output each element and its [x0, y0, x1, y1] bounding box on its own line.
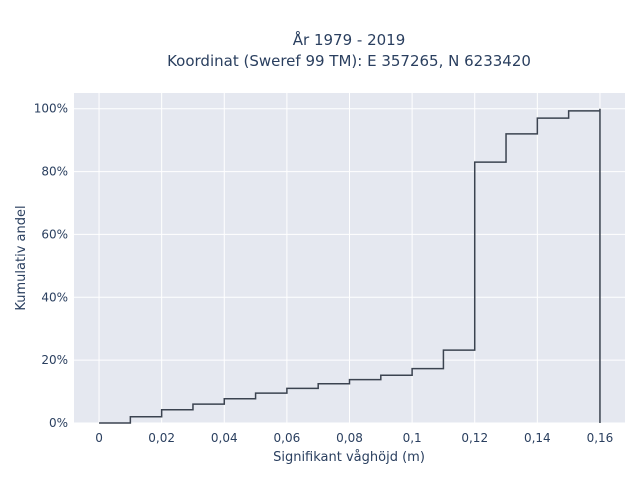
y-tick-label: 100%: [34, 102, 68, 116]
y-tick-label: 80%: [41, 165, 68, 179]
x-axis-label: Signifikant våghöjd (m): [273, 450, 425, 465]
x-tick-label: 0: [95, 431, 103, 445]
x-tick-label: 0,04: [211, 431, 238, 445]
y-axis-label: Kumulativ andel: [14, 205, 29, 310]
series-layer: [99, 108, 601, 424]
x-tick-label: 0,08: [336, 431, 363, 445]
chart-title-line2: Koordinat (Sweref 99 TM): E 357265, N 62…: [167, 52, 531, 70]
x-tick-label: 0,16: [587, 431, 614, 445]
x-tick-label: 0,1: [403, 431, 422, 445]
chart-title-line1: År 1979 - 2019: [293, 30, 406, 49]
x-tick-label: 0,06: [274, 431, 301, 445]
y-tick-label: 0%: [49, 416, 68, 430]
tick-labels: 0 0,02 0,04 0,06 0,08 0,1 0,12 0,14 0,16 0% 20% 40%…: [34, 102, 614, 445]
y-tick-label: 20%: [41, 353, 68, 367]
x-tick-label: 0,12: [461, 431, 488, 445]
y-tick-label: 40%: [41, 290, 68, 304]
x-tick-label: 0,02: [148, 431, 175, 445]
y-tick-label: 60%: [41, 227, 68, 241]
cumulative-step-line: [99, 108, 601, 424]
x-tick-label: 0,14: [524, 431, 551, 445]
